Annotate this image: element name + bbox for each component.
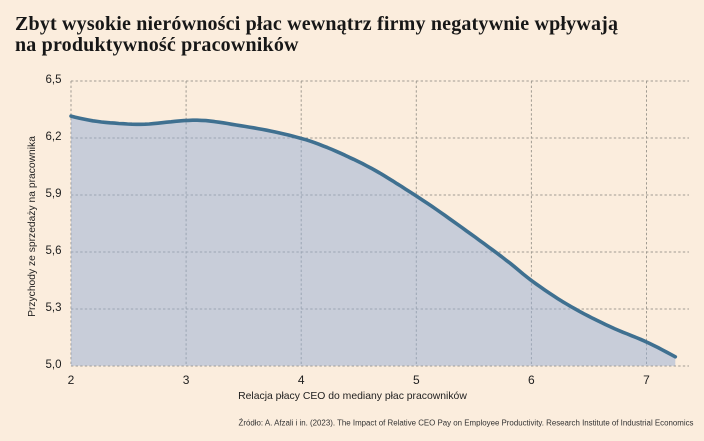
svg-text:7: 7 [643, 373, 650, 387]
svg-text:3: 3 [183, 373, 190, 387]
svg-text:Źródło: A. Afzali i in. (2023): Źródło: A. Afzali i in. (2023). The Impa… [239, 419, 694, 428]
svg-text:5,3: 5,3 [46, 302, 62, 314]
svg-text:5,0: 5,0 [46, 359, 62, 371]
svg-text:2: 2 [68, 373, 75, 387]
svg-text:6,2: 6,2 [46, 131, 62, 143]
svg-text:6: 6 [528, 373, 535, 387]
svg-text:5: 5 [413, 373, 420, 387]
svg-text:4: 4 [298, 373, 305, 387]
svg-text:5,9: 5,9 [46, 188, 62, 200]
svg-text:Przychody ze sprzedaży na prac: Przychody ze sprzedaży na pracownika [27, 136, 38, 317]
svg-text:Relacja płacy CEO do mediany p: Relacja płacy CEO do mediany płac pracow… [238, 391, 467, 402]
svg-text:5,6: 5,6 [46, 245, 62, 257]
svg-text:6,5: 6,5 [46, 74, 62, 86]
